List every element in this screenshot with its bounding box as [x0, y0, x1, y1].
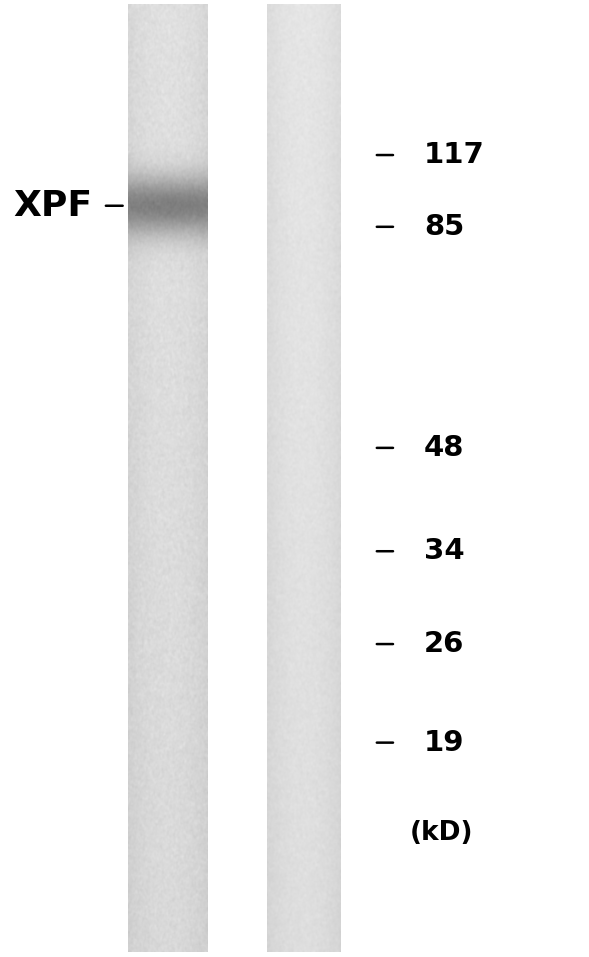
Text: 19: 19: [424, 728, 465, 757]
Text: 34: 34: [424, 537, 465, 566]
Text: XPF: XPF: [13, 189, 92, 223]
Text: 26: 26: [424, 630, 465, 658]
Text: 48: 48: [424, 434, 465, 462]
Text: (kD): (kD): [409, 819, 473, 846]
Text: 85: 85: [424, 212, 464, 241]
Text: 117: 117: [424, 141, 485, 169]
